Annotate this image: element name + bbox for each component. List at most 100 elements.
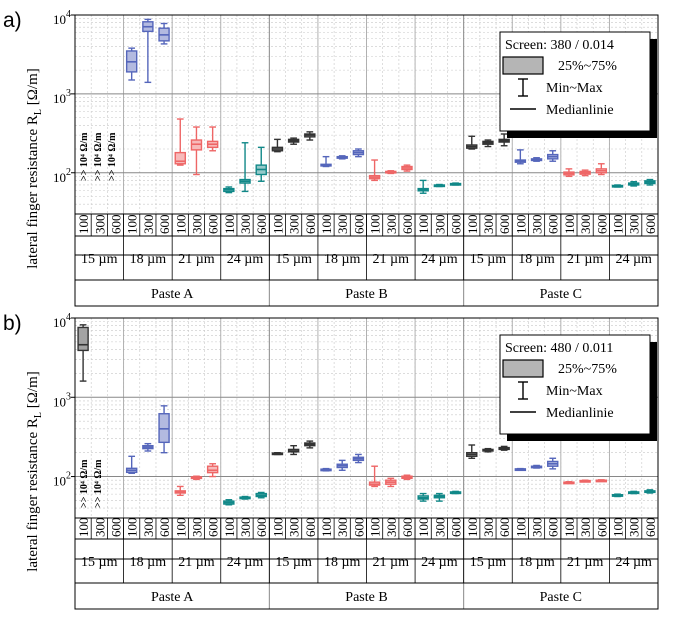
overflow-annotation: >> 10⁴ Ω/m (93, 459, 104, 508)
speed-label: 600 (108, 215, 123, 235)
box-paste-b-18um-100 (320, 155, 332, 168)
speed-label: 600 (157, 518, 172, 538)
width-label: 15 µm (470, 555, 507, 570)
overflow-annotation: >> 10⁴ Ω/m (79, 132, 90, 181)
box-paste-b-24um-600 (449, 182, 462, 186)
box-paste-b-24um-600 (449, 490, 462, 495)
group-label: Paste A (151, 287, 194, 302)
iqr-box (77, 326, 89, 352)
speed-label: 600 (254, 518, 269, 538)
width-label: 24 µm (615, 252, 652, 267)
box-paste-a-21um-100 (174, 118, 186, 166)
legend-frame (499, 334, 651, 435)
speed-label: 100 (173, 518, 188, 538)
box-paste-c-15um-100 (466, 135, 478, 150)
speed-label: 300 (335, 215, 350, 235)
box-paste-c-21um-300 (579, 479, 591, 483)
box-paste-a-18um-600 (158, 22, 170, 45)
speed-label: 100 (76, 518, 91, 538)
width-label: 21 µm (373, 252, 410, 267)
box-paste-a-18um-100 (125, 455, 138, 474)
width-label: 24 µm (421, 555, 458, 570)
speed-label: 100 (222, 215, 237, 235)
box-paste-b-15um-300 (287, 444, 300, 456)
speed-label: 600 (303, 215, 318, 235)
box-paste-b-21um-100 (368, 465, 381, 488)
box-paste-c-21um-600 (595, 163, 608, 176)
speed-label: 600 (108, 518, 123, 538)
y-axis-label: lateral finger resistance RL [Ω/m] (25, 371, 44, 572)
speed-label: 100 (270, 518, 285, 538)
box-paste-c-24um-100 (611, 493, 624, 498)
box-paste-c-21um-600 (595, 479, 608, 483)
speed-label: 300 (627, 215, 642, 235)
width-label: 21 µm (567, 555, 604, 570)
speed-label: 100 (125, 518, 140, 538)
legend-frame (499, 31, 651, 132)
speed-label: 600 (400, 518, 415, 538)
speed-label: 300 (384, 518, 399, 538)
box-paste-a-24um-100 (223, 499, 235, 506)
speed-label: 600 (206, 215, 221, 235)
width-label: 18 µm (518, 555, 555, 570)
speed-label: 300 (432, 518, 447, 538)
box-paste-c-18um-600 (547, 457, 559, 470)
speed-label: 600 (157, 215, 172, 235)
y-tick-label: 102 (53, 471, 71, 489)
legend-title: Screen: 380 / 0.014 (505, 38, 614, 53)
legend-whisker-label: Min~Max (546, 81, 603, 96)
box-paste-a-18um-100 (125, 47, 138, 81)
width-label: 15 µm (470, 252, 507, 267)
width-label: 21 µm (178, 555, 215, 570)
width-label: 15 µm (81, 252, 118, 267)
speed-label: 300 (578, 215, 593, 235)
box-paste-c-18um-600 (547, 150, 559, 162)
legend-whisker-label: Min~Max (546, 384, 603, 399)
box-paste-c-15um-300 (482, 447, 494, 453)
width-label: 18 µm (324, 555, 361, 570)
box-paste-a-24um-300 (239, 495, 251, 500)
box-paste-b-21um-100 (368, 159, 381, 182)
box-paste-a-18um-300 (142, 442, 154, 452)
width-label: 24 µm (615, 555, 652, 570)
speed-label: 300 (530, 215, 545, 235)
box-paste-c-21um-300 (579, 169, 591, 177)
speed-label: 100 (173, 215, 188, 235)
box-paste-a-21um-600 (206, 126, 219, 152)
grid (75, 318, 658, 609)
speed-label: 300 (287, 518, 302, 538)
speed-label: 100 (465, 215, 480, 235)
box-paste-a-21um-300 (190, 126, 203, 176)
width-label: 15 µm (81, 555, 118, 570)
speed-label: 100 (611, 518, 626, 538)
speed-label: 600 (351, 518, 366, 538)
box-paste-b-21um-300 (385, 170, 397, 175)
speed-label: 600 (643, 215, 658, 235)
speed-label: 600 (449, 215, 464, 235)
speed-label: 300 (627, 518, 642, 538)
speed-label: 600 (594, 518, 609, 538)
speed-label: 100 (513, 215, 528, 235)
width-label: 15 µm (275, 252, 312, 267)
legend-box-swatch (502, 56, 544, 75)
speed-label: 100 (416, 215, 431, 235)
group-label: Paste C (540, 590, 582, 605)
overflow-annotation: >> 10⁴ Ω/m (79, 459, 90, 508)
legend-box-label: 25%~75% (558, 59, 617, 74)
speed-label: 300 (238, 214, 253, 234)
legend-median-label: Medianlinie (546, 103, 614, 118)
box-paste-c-15um-600 (498, 445, 510, 451)
box-paste-b-15um-100 (271, 451, 284, 456)
speed-label: 100 (611, 215, 626, 235)
y-tick-label: 104 (53, 9, 71, 27)
panel-label: a) (3, 9, 22, 32)
box-paste-b-18um-100 (320, 467, 332, 472)
speed-label: 600 (546, 518, 561, 538)
box-paste-b-15um-100 (271, 138, 284, 153)
speed-label: 100 (368, 518, 383, 538)
speed-label: 600 (303, 518, 318, 538)
speed-label: 300 (238, 518, 253, 538)
speed-label: 100 (319, 215, 334, 235)
